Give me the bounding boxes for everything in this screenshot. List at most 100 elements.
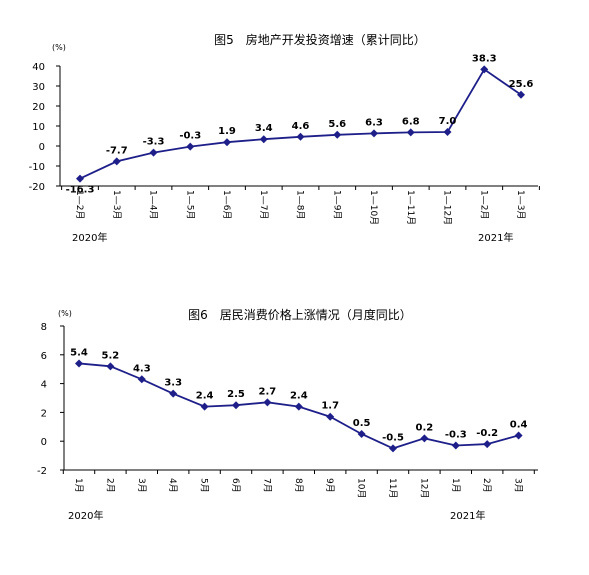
data-label: 2.4 xyxy=(290,391,308,402)
data-point xyxy=(137,375,146,384)
x-tick-label: 2月 xyxy=(104,478,115,493)
data-label: -16.3 xyxy=(66,185,95,196)
y-unit-label: (%) xyxy=(58,309,72,318)
year-label-2020: 2020年 xyxy=(72,231,107,244)
data-point xyxy=(76,174,84,183)
data-label: 6.8 xyxy=(402,116,420,127)
data-point xyxy=(514,431,523,440)
data-label: -7.7 xyxy=(106,145,128,156)
data-point xyxy=(294,402,303,411)
x-tick-label: 1—9月 xyxy=(331,190,342,219)
y-tick-label: 0 xyxy=(39,142,45,153)
data-point xyxy=(259,135,268,144)
data-label: 7.0 xyxy=(439,116,457,127)
x-tick-label: 1—6月 xyxy=(221,190,232,219)
data-point xyxy=(326,412,335,421)
year-label-2021: 2021年 xyxy=(478,231,513,244)
data-label: 5.2 xyxy=(102,350,120,361)
x-tick-label: 1—2月 xyxy=(74,190,85,219)
data-label: 2.7 xyxy=(259,386,277,397)
x-tick-label: 12月 xyxy=(418,478,429,498)
year-label-2021: 2021年 xyxy=(450,509,485,522)
y-tick-label: -20 xyxy=(29,182,45,193)
x-tick-label: 5月 xyxy=(199,478,210,493)
x-tick-label: 1—10月 xyxy=(368,190,379,225)
x-tick-label: 1—7月 xyxy=(258,190,269,219)
data-label: -0.2 xyxy=(476,428,498,439)
data-label: -3.3 xyxy=(143,137,165,148)
data-label: 0.2 xyxy=(416,422,434,433)
y-tick-label: 4 xyxy=(41,380,47,391)
y-tick-label: 40 xyxy=(32,62,45,73)
chart-investment-growth: 图5 房地产开发投资增速（累计同比） (%) 2020年 2021年 40 30 2… xyxy=(29,32,540,244)
data-label: 0.5 xyxy=(353,418,371,429)
y-tick-label: 8 xyxy=(41,322,47,333)
x-tick-label: 1—12月 xyxy=(442,190,453,225)
data-label: 5.6 xyxy=(328,119,346,130)
x-tick-label: 1—3月 xyxy=(111,190,122,219)
data-label: 25.6 xyxy=(509,79,534,90)
x-tick-label: 1—3月 xyxy=(515,190,526,219)
data-point xyxy=(169,389,178,398)
y-tick-label: -2 xyxy=(37,466,47,477)
data-point xyxy=(420,434,429,443)
x-tick-label: 9月 xyxy=(324,478,335,493)
data-point xyxy=(296,132,305,141)
data-label: 2.5 xyxy=(227,389,245,400)
x-tick-label: 1月 xyxy=(73,478,84,493)
data-label: 38.3 xyxy=(472,53,497,64)
data-point xyxy=(200,402,209,411)
x-tick-label: 3月 xyxy=(513,478,524,493)
y-tick-label: 30 xyxy=(32,82,45,93)
x-tick-label: 7月 xyxy=(261,478,272,493)
chart-title: 图5 房地产开发投资增速（累计同比） xyxy=(214,32,426,47)
data-label: 3.3 xyxy=(164,378,182,389)
y-tick-label: 0 xyxy=(41,437,47,448)
data-point xyxy=(333,130,342,139)
x-tick-label: 1—11月 xyxy=(405,190,416,225)
data-point xyxy=(149,148,158,157)
data-point xyxy=(75,359,83,368)
x-tick-label: 4月 xyxy=(167,478,178,493)
x-tick-label: 10月 xyxy=(356,478,367,498)
x-tick-label: 1—8月 xyxy=(295,190,306,219)
chart-title: 图6 居民消费价格上涨情况（月度同比） xyxy=(188,307,412,322)
data-point xyxy=(443,128,452,136)
data-label: 6.3 xyxy=(365,117,383,128)
data-label: -0.3 xyxy=(179,131,201,142)
data-point xyxy=(483,440,492,449)
data-label: 5.4 xyxy=(70,347,88,358)
data-point xyxy=(370,129,378,138)
data-label: 3.4 xyxy=(255,123,273,134)
data-point xyxy=(263,398,272,407)
data-point xyxy=(112,157,121,166)
x-tick-label: 1—2月 xyxy=(478,190,489,219)
y-tick-label: 20 xyxy=(32,102,45,113)
x-tick-label: 11月 xyxy=(387,478,398,498)
year-label-2020: 2020年 xyxy=(68,509,103,522)
data-point xyxy=(389,444,397,453)
data-label: 2.4 xyxy=(196,391,214,402)
x-tick-label: 3月 xyxy=(136,478,147,493)
x-tick-label: 1—5月 xyxy=(184,190,195,219)
x-tick-label: 6月 xyxy=(230,478,241,493)
x-tick-label: 1月 xyxy=(450,478,461,493)
data-point xyxy=(451,441,460,450)
data-point xyxy=(223,138,231,147)
data-point xyxy=(517,90,525,99)
data-point xyxy=(480,65,489,74)
data-label: 4.6 xyxy=(292,121,310,132)
x-tick-label: 8月 xyxy=(293,478,304,493)
y-tick-label: 6 xyxy=(41,351,47,362)
data-label: 4.3 xyxy=(133,363,151,374)
data-point xyxy=(186,142,195,151)
x-tick-label: 1—4月 xyxy=(148,190,159,219)
data-point xyxy=(406,128,415,137)
y-tick-label: 2 xyxy=(41,408,47,419)
x-tick-label: 2月 xyxy=(481,478,492,493)
chart-cpi: 图6 居民消费价格上涨情况（月度同比） (%) 2020年 2021年 8 6 4 2… xyxy=(37,307,538,522)
data-label: 1.9 xyxy=(218,126,236,137)
data-point xyxy=(232,401,240,410)
y-unit-label: (%) xyxy=(52,43,66,52)
